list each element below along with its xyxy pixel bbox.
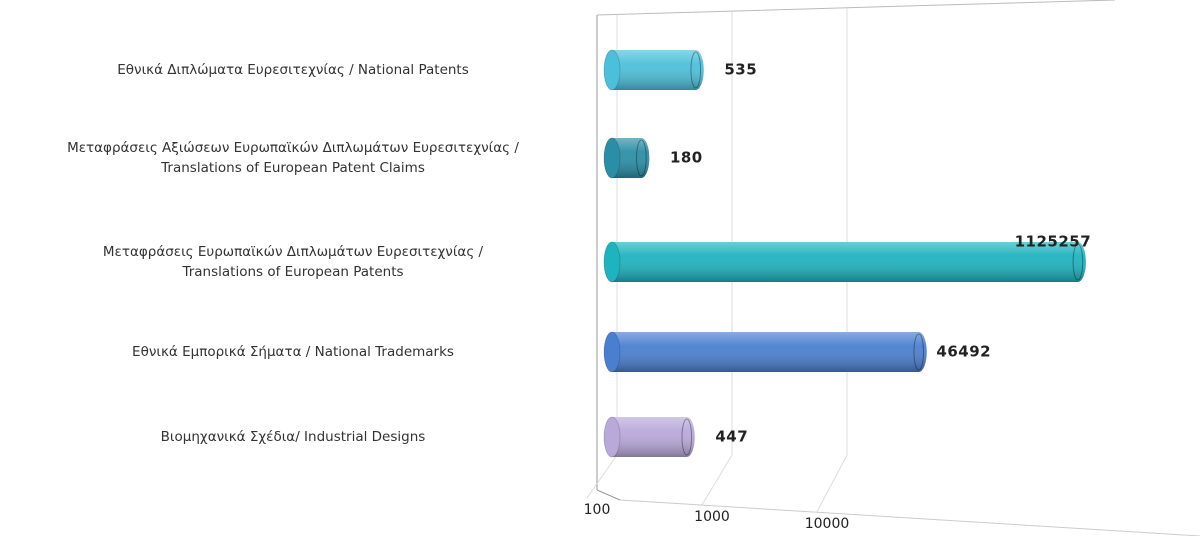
floor-grid-line	[816, 454, 848, 513]
category-label: Εθνικά Εμπορικά Σήματα / National Tradem…	[132, 344, 454, 360]
bar-cap	[603, 49, 621, 91]
bar-shade	[604, 332, 927, 372]
value-label: 447	[715, 428, 748, 446]
bar-cap	[603, 137, 621, 179]
value-label: 1125257	[1015, 233, 1092, 251]
bar-shade	[604, 242, 1086, 282]
bar-cap	[603, 331, 621, 373]
value-label: 46492	[936, 343, 991, 361]
bar-end	[636, 139, 647, 177]
x-tick-label: 1000	[694, 509, 730, 525]
bar-cap	[603, 241, 621, 283]
category-label: Μεταφράσεις Ευρωπαϊκών Διπλωμάτων Ευρεσι…	[102, 244, 484, 280]
floor-edge	[596, 489, 621, 501]
bar-shade	[604, 417, 695, 457]
x-tick-label: 10000	[805, 516, 850, 532]
bar-end	[913, 333, 925, 371]
value-label: 535	[724, 61, 757, 79]
bar-end	[690, 51, 702, 89]
value-label: 180	[670, 149, 703, 167]
floor-front	[619, 499, 1200, 536]
bar-shade	[604, 50, 704, 90]
category-label: Βιομηχανικά Σχέδια/ Industrial Designs	[160, 429, 426, 445]
bar-end	[681, 418, 693, 456]
back-wall-top	[596, 0, 1116, 16]
bar-cap	[603, 416, 621, 458]
category-label: Μεταφράσεις Αξιώσεων Ευρωπαϊκών Διπλωμάτ…	[67, 140, 519, 176]
bar-end	[1072, 243, 1084, 281]
floor-grid-line	[701, 454, 733, 506]
category-label: Εθνικά Διπλώματα Ευρεσιτεχνίας / Nationa…	[117, 62, 469, 78]
x-tick-label: 100	[584, 502, 611, 518]
floor-grid-line	[586, 454, 618, 499]
